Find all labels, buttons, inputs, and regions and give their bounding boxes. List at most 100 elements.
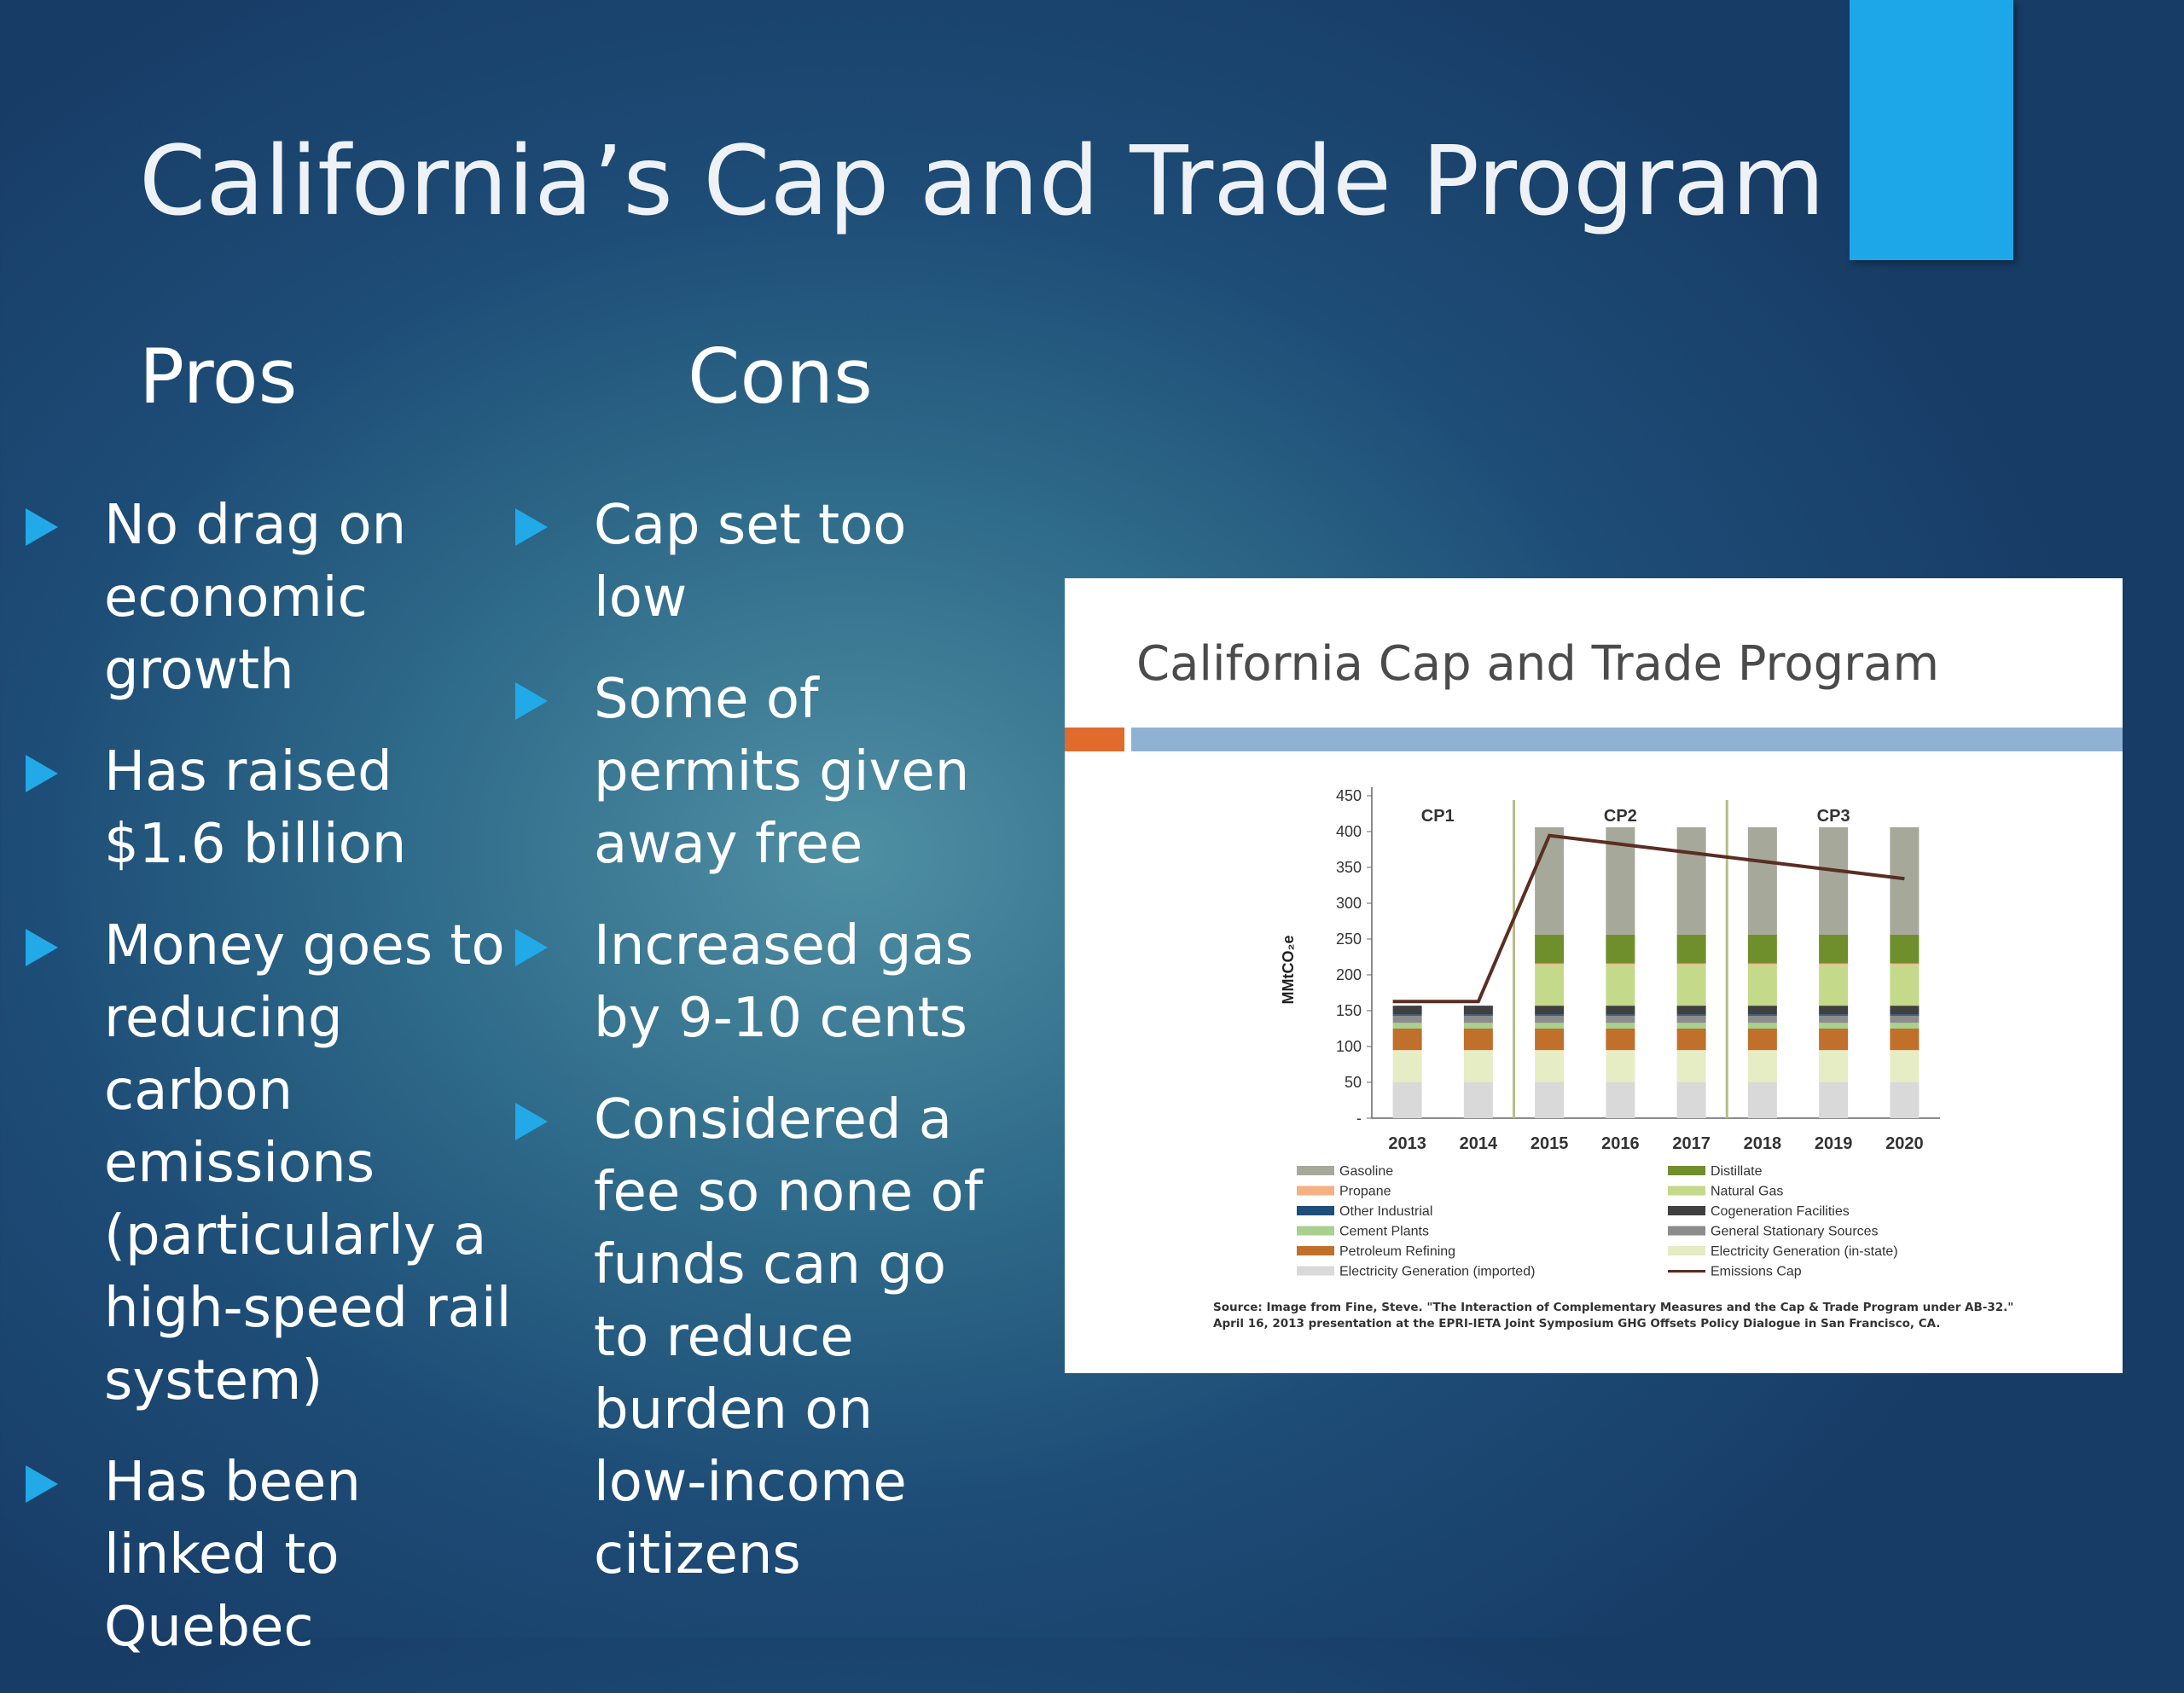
legend-swatch [1668, 1226, 1705, 1236]
chart-title: California Cap and Trade Program [1136, 636, 1940, 692]
bar-segment [1535, 1006, 1565, 1015]
bar-segment [1606, 965, 1635, 1006]
y-tick-label: 450 [1336, 787, 1362, 804]
y-tick-label: 350 [1336, 859, 1362, 876]
pros-item-text: Has been linked to Quebec [104, 1451, 361, 1659]
legend-swatch [1668, 1206, 1705, 1215]
bar-segment [1819, 1082, 1849, 1118]
period-label: CP2 [1604, 807, 1637, 826]
bar-segment [1392, 1029, 1422, 1051]
legend-label: Gasoline [1339, 1164, 1393, 1179]
bar-segment [1606, 1050, 1635, 1082]
legend-swatch [1668, 1246, 1705, 1255]
bar-segment [1819, 965, 1849, 1006]
cons-heading: Cons [688, 333, 873, 420]
source-note: Source: Image from Fine, Steve. "The Int… [1213, 1300, 2100, 1332]
legend-label: Distillate [1711, 1164, 1763, 1179]
legend-swatch [1297, 1246, 1334, 1255]
x-tick-label: 2020 [1885, 1134, 1924, 1153]
bar-segment [1392, 1006, 1422, 1015]
y-tick-label: 400 [1336, 823, 1362, 840]
bar-segment [1535, 963, 1565, 965]
legend-label: Natural Gas [1711, 1185, 1783, 1199]
bar-segment [1606, 1082, 1635, 1118]
bar-segment [1890, 826, 1920, 935]
bar-segment [1747, 1015, 1777, 1023]
pros-item: Money goes to reducing carbon emissions … [26, 910, 512, 1418]
x-tick-label: 2018 [1744, 1134, 1782, 1153]
bar-segment [1747, 1050, 1777, 1082]
y-tick-label: 100 [1336, 1038, 1362, 1055]
accent-rectangle [1850, 0, 2013, 260]
bar-segment [1535, 1023, 1565, 1029]
cons-item-text: Increased gas by 9-10 cents [594, 914, 973, 1050]
bar-segment [1890, 1006, 1920, 1015]
bar-segment [1819, 1015, 1849, 1023]
bar-segment [1463, 1029, 1493, 1051]
legend-swatch [1297, 1186, 1334, 1196]
bar-segment [1535, 1014, 1565, 1016]
title-underline-orange [1065, 728, 1124, 751]
bar-segment [1606, 1014, 1635, 1016]
bar-segment [1676, 965, 1706, 1006]
bar-segment [1535, 965, 1565, 1006]
bar-segment [1890, 1082, 1920, 1118]
bar-segment [1392, 1014, 1422, 1016]
bar-segment [1676, 1006, 1706, 1015]
bar-segment [1819, 1014, 1849, 1016]
pros-item: Has been linked to Quebec [26, 1447, 512, 1664]
pros-item-text: Has raised $1.6 billion [104, 740, 407, 876]
bar-segment [1535, 934, 1565, 964]
bar-segment [1890, 965, 1920, 1006]
x-tick-label: 2017 [1672, 1134, 1711, 1153]
bar-segment [1890, 1029, 1920, 1051]
legend-label: Electricity Generation (imported) [1339, 1265, 1535, 1279]
bar-segment [1676, 1015, 1706, 1023]
pros-item-text: No drag on economic growth [104, 494, 407, 702]
bar-segment [1747, 1006, 1777, 1015]
bar-segment [1890, 1023, 1920, 1029]
bar-segment [1819, 934, 1849, 964]
bar-segment [1747, 965, 1777, 1006]
source-line-2: April 16, 2013 presentation at the EPRI-… [1213, 1317, 1941, 1331]
x-tick-label: 2019 [1815, 1134, 1853, 1153]
bar-segment [1606, 1023, 1635, 1029]
bar-segment [1606, 1006, 1635, 1015]
legend-swatch [1297, 1266, 1334, 1276]
x-tick-label: 2014 [1460, 1134, 1498, 1153]
cons-list: Cap set too low Some of permits given aw… [515, 490, 993, 1621]
y-tick-label: 150 [1336, 1002, 1362, 1019]
bar-segment [1463, 1082, 1493, 1118]
stacked-bar-chart: - 50 100 150 200 250 300 350 400 450 MMtCO₂e CP1 CP2… [1280, 787, 1940, 1279]
cons-item-text: Some of permits given away free [594, 668, 970, 876]
bar-segment [1890, 1014, 1920, 1016]
bar-segment [1819, 826, 1849, 935]
bar-segment [1747, 934, 1777, 964]
legend-label: General Stationary Sources [1711, 1225, 1879, 1239]
bar-segment [1747, 1014, 1777, 1016]
bar-segment [1392, 1050, 1422, 1082]
bar-segment [1747, 1029, 1777, 1051]
bar-segment [1747, 963, 1777, 965]
bar-segment [1535, 1029, 1565, 1051]
y-tick-label: 50 [1345, 1074, 1362, 1091]
y-tick-label: 300 [1336, 895, 1362, 912]
x-tick-label: 2016 [1601, 1134, 1640, 1153]
source-line-1: Source: Image from Fine, Steve. "The Int… [1213, 1301, 2014, 1314]
bar-segment [1819, 1029, 1849, 1051]
cons-item-text: Cap set too low [594, 494, 907, 629]
cons-item: Cap set too low [515, 490, 993, 635]
cons-item-text: Considered a fee so none of funds can go… [594, 1088, 984, 1586]
triangle-bullet-icon [515, 929, 548, 966]
bar-segment [1747, 1082, 1777, 1118]
bar-segment [1392, 1023, 1422, 1029]
bar-segment [1819, 1006, 1849, 1015]
legend-label: Cogeneration Facilities [1711, 1204, 1850, 1219]
bar-segment [1676, 963, 1706, 965]
slide-title: California’s Cap and Trade Program [139, 126, 1826, 237]
bar-segment [1535, 826, 1565, 935]
cons-item: Considered a fee so none of funds can go… [515, 1084, 993, 1592]
bar-segment [1606, 934, 1635, 964]
triangle-bullet-icon [515, 682, 548, 720]
legend-swatch [1668, 1186, 1705, 1196]
